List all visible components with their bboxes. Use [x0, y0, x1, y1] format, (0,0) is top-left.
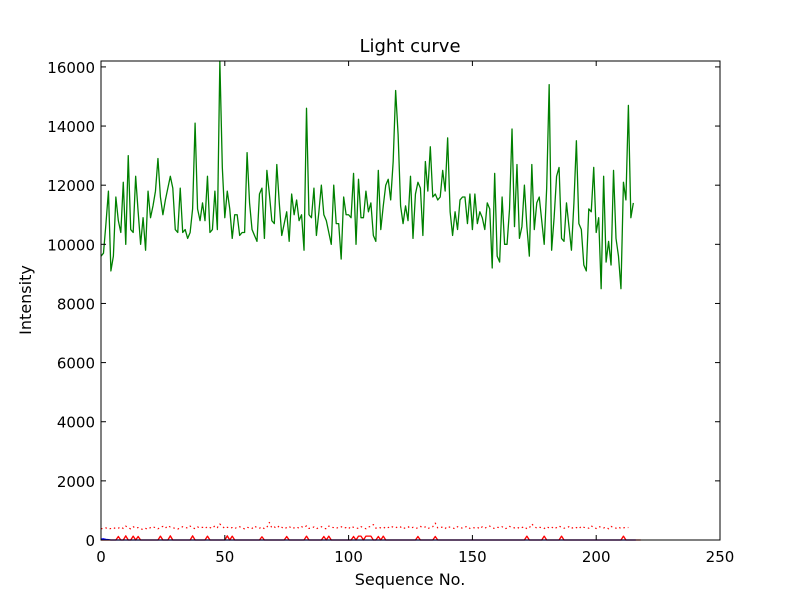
series-line-green-solid	[100, 60, 634, 290]
x-tick-label: 100	[334, 548, 363, 566]
y-tick-label: 4000	[57, 414, 95, 432]
x-tick-label: 250	[706, 548, 735, 566]
y-tick-label: 0	[85, 532, 95, 550]
y-tick-label: 8000	[57, 295, 95, 313]
plot-frame	[100, 60, 721, 541]
ticks-layer: 0 50 100 150 200 250 0 2000 4000 6000 8000 10000 120…	[47, 59, 734, 566]
y-tick-label: 10000	[47, 236, 95, 254]
y-tick-label: 12000	[47, 177, 95, 195]
y-tick-label: 2000	[57, 473, 95, 491]
x-axis-title: Sequence No.	[355, 570, 466, 589]
series-line-red-dotted	[100, 521, 629, 531]
x-tick-label: 150	[458, 548, 487, 566]
x-tick-label: 0	[96, 548, 106, 566]
chart-title: Light curve	[359, 36, 460, 57]
y-tick-label: 14000	[47, 118, 95, 136]
y-axis-title: Intensity	[16, 265, 35, 335]
y-tick-label: 16000	[47, 59, 95, 77]
y-tick-label: 6000	[57, 355, 95, 373]
x-tick-label: 200	[582, 548, 611, 566]
x-tick-label: 50	[215, 548, 234, 566]
